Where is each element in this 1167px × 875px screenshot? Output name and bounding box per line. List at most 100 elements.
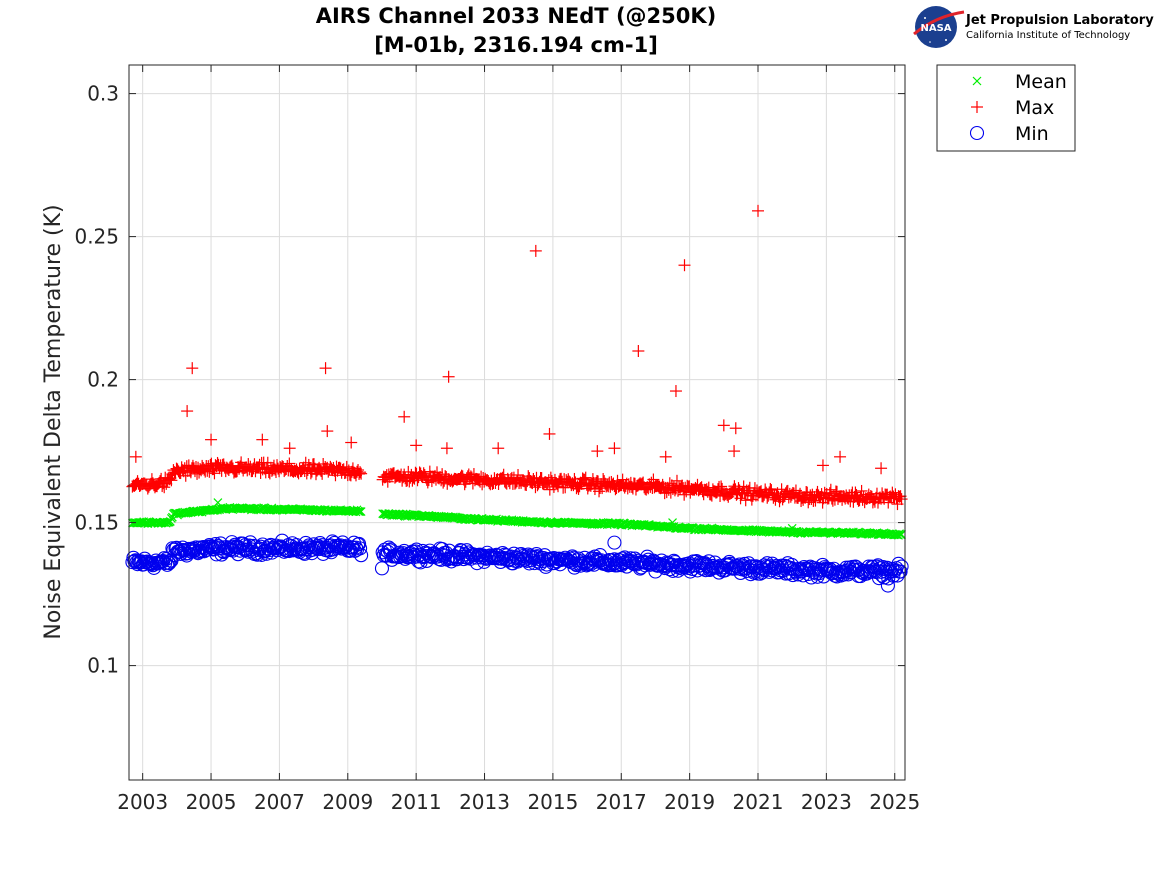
outlier-point-max (608, 442, 621, 455)
outlier-point-max (345, 436, 358, 449)
x-tick-label: 2025 (869, 790, 920, 814)
x-tick-label: 2021 (733, 790, 784, 814)
x-tick-label: 2009 (322, 790, 373, 814)
data-point-max (826, 494, 839, 507)
outlier-point-min (880, 578, 895, 593)
outlier-point-mean (213, 498, 223, 508)
legend-marker-min (969, 125, 985, 141)
data-point-max (739, 494, 752, 507)
series-max (126, 204, 908, 511)
axis-ticks: 2003 2005 2007 2009 2011 2013 2015 2017 2019 2021… (74, 65, 920, 814)
data-point-min (489, 547, 504, 562)
y-tick-label: 0.3 (87, 82, 119, 106)
legend-label-mean: Mean (1015, 71, 1067, 93)
outlier-point-max (729, 422, 742, 435)
outlier-point-max (816, 459, 829, 472)
x-tick-label: 2003 (117, 790, 168, 814)
data-point-max (158, 481, 171, 494)
jpl-subtitle: California Institute of Technology (966, 30, 1130, 41)
data-point-min (208, 537, 223, 552)
legend-marker-max (971, 101, 983, 113)
data-point-min (894, 559, 909, 574)
outlier-point-max (752, 204, 765, 217)
grid-lines (129, 65, 905, 780)
data-point-min (887, 563, 902, 579)
outlier-point-max (659, 450, 672, 463)
outlier-point-max (440, 442, 453, 455)
x-tick-label: 2017 (596, 790, 647, 814)
legend-label-min: Min (1015, 123, 1049, 145)
data-point-max (576, 472, 589, 485)
jpl-logo: NASA Jet Propulsion Laboratory Californi… (913, 6, 1154, 48)
data-point-mean (356, 507, 366, 517)
data-point-min (584, 551, 599, 566)
outlier-point-max (321, 425, 334, 438)
outlier-point-max (669, 385, 682, 398)
x-tick-label: 2013 (459, 790, 510, 814)
data-point-min (769, 558, 784, 573)
legend-marker-mean (972, 76, 982, 86)
y-tick-label: 0.2 (87, 368, 119, 392)
data-point-max (354, 466, 367, 479)
data-point-min (212, 541, 227, 556)
data-point-min (353, 541, 368, 556)
outlier-point-mean (787, 523, 797, 533)
data-point-min (352, 536, 367, 551)
x-tick-label: 2019 (664, 790, 715, 814)
data-point-min (890, 568, 905, 583)
data-point-max (522, 470, 535, 483)
outlier-point-max (678, 259, 691, 272)
data-point-max (801, 486, 814, 499)
outlier-point-max (186, 362, 199, 375)
data-point-mean (394, 509, 404, 519)
data-point-max (458, 478, 471, 491)
data-point-max (355, 467, 368, 480)
data-point-min (160, 557, 175, 572)
data-point-max (812, 489, 825, 502)
outlier-point-max (442, 370, 455, 383)
data-point-max (402, 465, 415, 478)
data-point-max (579, 471, 592, 484)
legend-label-max: Max (1015, 97, 1054, 119)
x-tick-label: 2023 (801, 790, 852, 814)
outlier-point-max (728, 445, 741, 458)
outlier-point-max (632, 345, 645, 357)
y-tick-label: 0.1 (87, 654, 119, 678)
data-point-max (163, 473, 176, 486)
data-point-max (201, 464, 214, 477)
data-point-min (693, 558, 708, 573)
data-point-max (165, 474, 178, 487)
data-point-min (663, 558, 678, 573)
data-point-max (895, 493, 908, 506)
outlier-point-min (374, 561, 390, 576)
data-point-max (597, 473, 610, 486)
outlier-point-max (543, 427, 556, 440)
legend-box (936, 64, 1076, 152)
data-point-max (283, 457, 296, 470)
data-point-mean (897, 530, 907, 539)
outlier-point-max (717, 419, 730, 432)
outlier-point-max (591, 445, 604, 458)
data-point-min (617, 550, 632, 565)
outlier-point-max (875, 462, 888, 475)
chart-subtitle: [M-01b, 2316.194 cm-1] (374, 33, 658, 57)
outlier-point-max (283, 442, 296, 455)
data-point-max (593, 485, 606, 498)
outlier-point-max (181, 405, 194, 418)
data-point-min (893, 564, 908, 579)
outlier-point-max (256, 433, 269, 446)
data-point-max (225, 459, 238, 472)
data-point-max (802, 496, 815, 509)
legend: Mean Max Min (936, 64, 1076, 152)
data-point-max (647, 473, 660, 486)
data-point-max (261, 456, 274, 469)
data-point-max (715, 480, 728, 493)
plot-background (129, 65, 905, 780)
x-tick-label: 2007 (254, 790, 305, 814)
y-tick-label: 0.15 (74, 511, 119, 535)
data-point-mean (896, 530, 905, 539)
outlier-point-max (492, 442, 505, 455)
data-point-min (354, 548, 369, 563)
data-point-min (348, 540, 364, 555)
